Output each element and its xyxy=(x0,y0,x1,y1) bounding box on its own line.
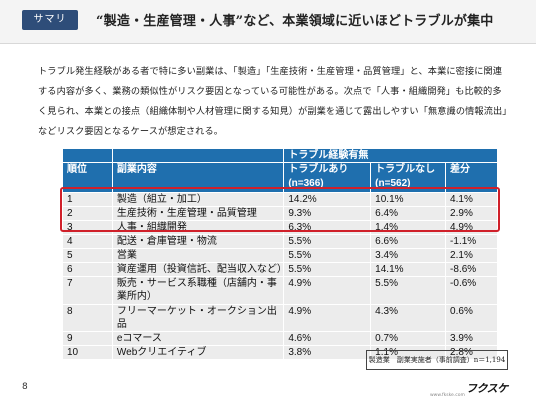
cell-item: eコマース xyxy=(111,331,285,346)
table-row: 4 配送・倉庫管理・物流 5.5% 6.6% -1.1% xyxy=(62,234,498,249)
cell-rank: 10 xyxy=(62,345,113,360)
cell-diff: 2.8% xyxy=(445,345,498,360)
cell-diff: 2.1% xyxy=(445,248,498,263)
table-row: 6 資産運用（投資信託、配当収入など） 5.5% 14.1% -8.6% xyxy=(62,262,498,277)
cell-trouble-yes: 5.5% xyxy=(283,248,372,263)
cell-rank: 3 xyxy=(62,220,113,235)
page-number: 8 xyxy=(22,382,28,392)
cell-item: 配送・倉庫管理・物流 xyxy=(111,234,285,249)
cell-trouble-yes: 9.3% xyxy=(283,206,372,221)
header-item: 副業内容 xyxy=(111,162,285,193)
cell-diff: -0.6% xyxy=(445,276,498,305)
cell-rank: 6 xyxy=(62,262,113,277)
cell-rank: 2 xyxy=(62,206,113,221)
cell-trouble-no: 0.7% xyxy=(370,331,447,346)
cell-item: 資産運用（投資信託、配当収入など） xyxy=(111,262,287,277)
table-row: 3 人事・組織開発 6.3% 1.4% 4.9% xyxy=(62,220,498,235)
header-trouble-no-n: (n=562) xyxy=(375,178,411,189)
cell-item: 販売・サービス系職種（店舗内・事業所内） xyxy=(111,276,285,305)
table-header-row: 順位 副業内容 トラブルあり (n=366) トラブルなし (n=562) 差分 xyxy=(62,162,498,193)
cell-rank: 1 xyxy=(62,192,113,207)
header-rank: 順位 xyxy=(62,162,113,193)
cell-diff: 4.1% xyxy=(445,192,498,207)
cell-item: 生産技術・生産管理・品質管理 xyxy=(111,206,285,221)
header-blank-rank xyxy=(62,148,113,163)
cell-trouble-no: 1.1% xyxy=(370,345,447,360)
cell-diff: 2.9% xyxy=(445,206,498,221)
body-paragraph: トラブル発生経験がある者で特に多い副業は、「製造」「生産技術・生産管理・品質管理… xyxy=(38,66,507,137)
cell-trouble-no: 14.1% xyxy=(370,262,447,277)
cell-diff: 4.9% xyxy=(445,220,498,235)
header-bar: サマリ “製造・生産管理・人事”など、本業領域に近いほどトラブルが集中 xyxy=(0,0,536,44)
cell-trouble-no: 6.6% xyxy=(370,234,447,249)
table-row: 1 製造（組立・加工） 14.2% 10.1% 4.1% xyxy=(62,192,498,207)
table-row: 7 販売・サービス系職種（店舗内・事業所内） 4.9% 5.5% -0.6% xyxy=(62,276,498,305)
table-row: 2 生産技術・生産管理・品質管理 9.3% 6.4% 2.9% xyxy=(62,206,498,221)
header-trouble-yes: トラブルあり (n=366) xyxy=(283,162,372,193)
cell-item: 人事・組織開発 xyxy=(111,220,285,235)
cell-diff: 0.6% xyxy=(445,304,498,332)
table-header-row-group: トラブル経験有無 xyxy=(62,148,498,163)
slide-title: “製造・生産管理・人事”など、本業領域に近いほどトラブルが集中 xyxy=(96,14,494,29)
cell-trouble-no: 5.5% xyxy=(370,276,447,305)
cell-trouble-no: 10.1% xyxy=(370,192,447,207)
cell-trouble-yes: 14.2% xyxy=(283,192,372,207)
header-trouble-no: トラブルなし (n=562) xyxy=(370,162,447,193)
table-row: 8 フリーマーケット・オークション出品 4.9% 4.3% 0.6% xyxy=(62,304,498,332)
header-diff: 差分 xyxy=(445,162,498,193)
cell-trouble-yes: 5.5% xyxy=(283,262,372,277)
cell-diff: -8.6% xyxy=(445,262,498,277)
cell-item: Webクリエイティブ xyxy=(111,345,285,360)
cell-diff: 3.9% xyxy=(445,331,498,346)
cell-item: フリーマーケット・オークション出品 xyxy=(111,304,285,332)
cell-trouble-yes: 4.9% xyxy=(283,304,372,332)
cell-trouble-yes: 4.9% xyxy=(283,276,372,305)
header-trouble-yes-label: トラブルあり xyxy=(288,164,349,175)
table-row: 5 営業 5.5% 3.4% 2.1% xyxy=(62,248,498,263)
cell-rank: 9 xyxy=(62,331,113,346)
cell-rank: 4 xyxy=(62,234,113,249)
cell-trouble-yes: 3.8% xyxy=(283,345,372,360)
footer-url: www.fkske.com xyxy=(430,393,465,398)
cell-rank: 7 xyxy=(62,276,113,305)
table-row: 10 Webクリエイティブ 3.8% 1.1% 2.8% xyxy=(62,345,498,360)
side-job-ranking-table: トラブル経験有無 順位 副業内容 トラブルあり (n=366) トラブルなし (n=… xyxy=(62,148,498,360)
cell-diff: -1.1% xyxy=(445,234,498,249)
table-row: 9 eコマース 4.6% 0.7% 3.9% xyxy=(62,331,498,346)
cell-item: 営業 xyxy=(111,248,285,263)
cell-trouble-yes: 5.5% xyxy=(283,234,372,249)
cell-trouble-no: 1.4% xyxy=(370,220,447,235)
header-group-trouble-experience: トラブル経験有無 xyxy=(283,148,498,163)
cell-trouble-no: 3.4% xyxy=(370,248,447,263)
cell-trouble-yes: 4.6% xyxy=(283,331,372,346)
cell-trouble-no: 4.3% xyxy=(370,304,447,332)
cell-rank: 5 xyxy=(62,248,113,263)
section-tag: サマリ xyxy=(22,10,78,30)
header-trouble-no-label: トラブルなし xyxy=(375,164,436,175)
cell-trouble-no: 6.4% xyxy=(370,206,447,221)
header-blank-item xyxy=(111,148,285,163)
cell-item: 製造（組立・加工） xyxy=(111,192,285,207)
sample-note: 製造業 副業実施者（事前調査）n＝1,194 xyxy=(366,350,508,370)
cell-trouble-yes: 6.3% xyxy=(283,220,372,235)
brand-logo: フクスケ xyxy=(466,382,508,395)
header-trouble-yes-n: (n=366) xyxy=(288,178,324,189)
cell-rank: 8 xyxy=(62,304,113,332)
table-body: トラブル経験有無 順位 副業内容 トラブルあり (n=366) トラブルなし (n=… xyxy=(62,148,498,360)
